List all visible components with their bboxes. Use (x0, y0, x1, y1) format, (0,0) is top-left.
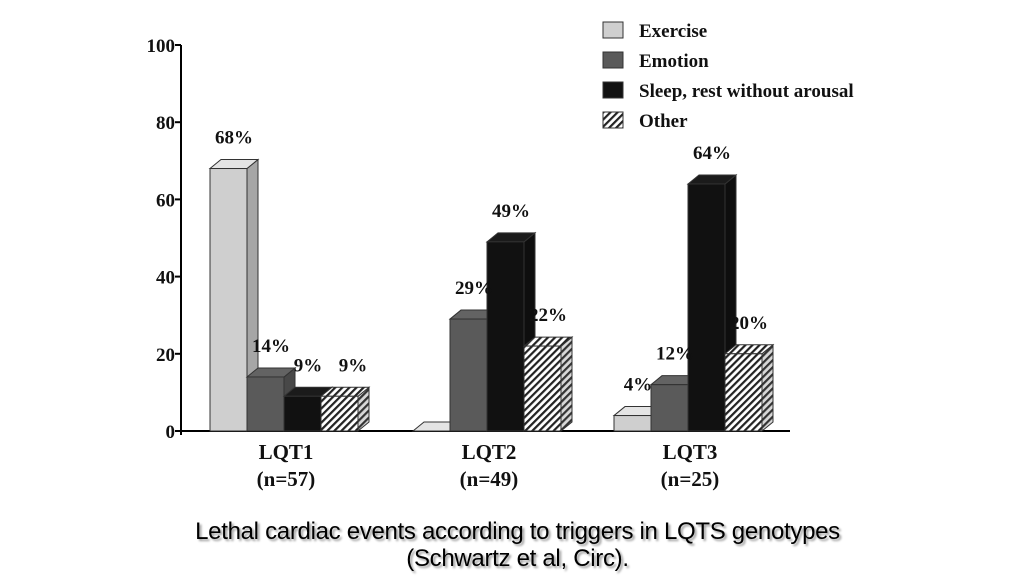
data-labels: 68%14%9% 9%29%49%22%4%12%64%20% (215, 128, 768, 396)
bar-front (320, 395, 359, 432)
category-n-label: (n=49) (460, 467, 519, 491)
legend-swatch (602, 21, 624, 39)
legend-label: Emotion (639, 51, 709, 72)
legend: Exercise Emotion Sleep, rest without arous… (602, 21, 854, 132)
legend-label: Sleep, rest without arousal (639, 81, 854, 102)
legend-swatch (602, 51, 624, 69)
data-label: 9% (339, 355, 368, 376)
data-label: 4% (624, 375, 653, 396)
legend-label: Exercise (639, 21, 707, 42)
data-label: 22% (529, 305, 567, 326)
legend-label: Other (639, 111, 688, 132)
bar-front (687, 183, 726, 432)
y-tick-label: 20 (156, 345, 175, 366)
bar-front (650, 384, 689, 432)
bar-front (246, 376, 285, 432)
y-tick-label: 80 (156, 113, 175, 134)
bars (208, 158, 775, 433)
bar-front (523, 345, 562, 432)
bar (723, 343, 775, 433)
bar-front (486, 241, 525, 432)
bar (319, 386, 371, 433)
bar-front (724, 353, 763, 432)
legend-swatch (602, 81, 624, 99)
data-label: 49% (492, 201, 530, 222)
caption-line-2: (Schwartz et al, Circ). (406, 545, 629, 572)
data-label: 9% (294, 355, 323, 376)
legend-swatch (602, 111, 624, 129)
bar-side (761, 343, 774, 433)
data-label: 14% (252, 336, 290, 357)
caption-line-1: Lethal cardiac events according to trigg… (195, 518, 840, 545)
bar-front (209, 168, 248, 432)
data-label: 29% (455, 278, 493, 299)
bar-front (613, 415, 652, 432)
data-label: 64% (693, 143, 731, 164)
bar-front (449, 318, 488, 432)
y-tick-label: 40 (156, 268, 175, 289)
category-labels: LQT1 (n=57) LQT2 (n=49) LQT3 (n=25) (257, 440, 720, 491)
data-label: 20% (730, 313, 768, 334)
y-tick-label: 60 (156, 190, 175, 211)
category-label: LQT2 (462, 440, 517, 464)
category-label: LQT1 (259, 440, 314, 464)
bar (522, 336, 574, 433)
bar (208, 158, 260, 433)
data-label: 12% (656, 344, 694, 365)
y-tick-label: 100 (147, 36, 176, 57)
data-label: 68% (215, 128, 253, 149)
bar-front (283, 395, 322, 432)
bar-side (560, 336, 573, 433)
category-n-label: (n=57) (257, 467, 316, 491)
category-label: LQT3 (663, 440, 718, 464)
figure-caption: Lethal cardiac events according to trigg… (0, 518, 1035, 572)
category-n-label: (n=25) (661, 467, 720, 491)
y-tick-label: 0 (166, 422, 176, 443)
